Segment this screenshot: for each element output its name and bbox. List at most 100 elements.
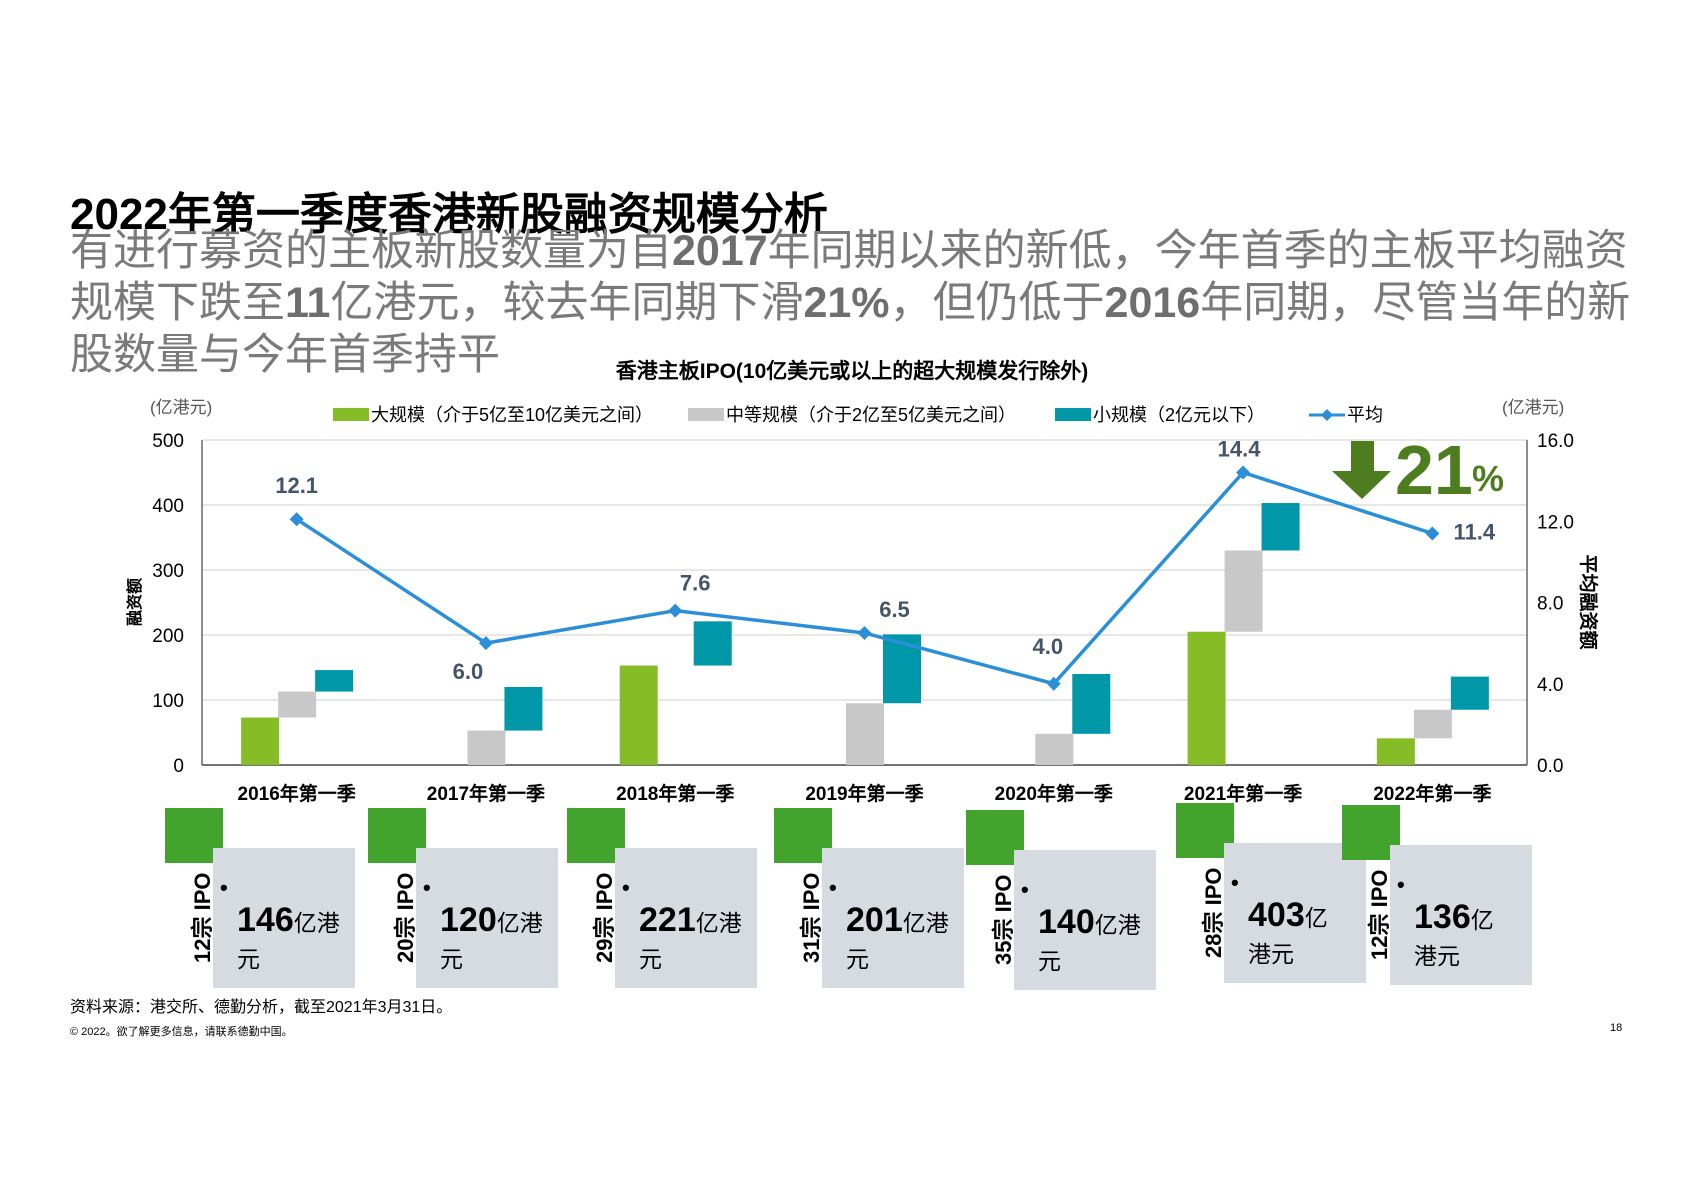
y-tick-label-1: 100 bbox=[152, 691, 184, 712]
average-point-6 bbox=[1425, 526, 1440, 541]
average-label-3: 6.5 bbox=[879, 597, 910, 622]
legend-swatch-1 bbox=[688, 408, 724, 421]
card-amount-unit-line2-5: 港元 bbox=[1248, 941, 1294, 967]
legend-swatch-0 bbox=[333, 408, 369, 421]
bar-0-5 bbox=[1187, 631, 1226, 765]
card-value-4: 140亿港 bbox=[1038, 904, 1141, 943]
bar-1-0 bbox=[278, 691, 317, 718]
bar-2-2 bbox=[693, 621, 732, 666]
x-tick-label-2: 2018年第一季 bbox=[616, 782, 734, 805]
bar-2-5 bbox=[1261, 503, 1300, 551]
legend-swatch-2 bbox=[1055, 408, 1091, 421]
card-box-4 bbox=[1014, 850, 1156, 990]
bar-1-4 bbox=[1035, 733, 1074, 765]
card-box-6 bbox=[1390, 845, 1532, 985]
card-amount-6: 136 bbox=[1414, 898, 1471, 936]
subtitle-part-6: ，但仍低于 bbox=[889, 279, 1105, 327]
subtitle-part-7: 2016 bbox=[1104, 279, 1201, 327]
bar-0-6 bbox=[1376, 738, 1415, 765]
average-label-1: 6.0 bbox=[453, 659, 484, 684]
bar-1-5 bbox=[1224, 550, 1263, 632]
card-ipo-count-0: 12宗 IPO bbox=[190, 872, 215, 963]
card-value-0: 146亿港 bbox=[237, 902, 340, 941]
card-amount-unit-line2-1: 元 bbox=[440, 946, 463, 972]
card-amount-2: 221 bbox=[639, 901, 696, 939]
card-box-3 bbox=[822, 848, 964, 988]
card-amount-3: 201 bbox=[846, 901, 903, 939]
subtitle-part-0: 有进行募资的主板新股数量为自 bbox=[70, 227, 672, 275]
card-ipo-count-3: 31宗 IPO bbox=[799, 872, 824, 963]
legend-label-0: 大规模（介于5亿至10亿美元之间） bbox=[371, 405, 653, 425]
chart-title: 香港主板IPO(10亿美元或以上的超大规模发行除外) bbox=[616, 359, 1089, 383]
average-label-5: 14.4 bbox=[1218, 437, 1262, 462]
y2-tick-label-3: 12.0 bbox=[1537, 512, 1574, 533]
average-point-2 bbox=[668, 603, 683, 618]
card-amount-unit-line2-4: 元 bbox=[1038, 948, 1061, 974]
bar-0-0 bbox=[241, 717, 280, 765]
y-tick-label-2: 200 bbox=[152, 626, 184, 647]
subtitle-part-5: 21% bbox=[803, 279, 890, 327]
x-tick-label-6: 2022年第一季 bbox=[1373, 782, 1491, 805]
card-amount-unit-3: 亿港 bbox=[902, 910, 949, 936]
card-ipo-count-1: 20宗 IPO bbox=[393, 872, 418, 963]
card-amount-1: 120 bbox=[440, 901, 497, 939]
y2-tick-label-1: 4.0 bbox=[1537, 675, 1563, 696]
x-tick-label-5: 2021年第一季 bbox=[1184, 782, 1302, 805]
card-bullet-4: • bbox=[1021, 877, 1029, 902]
card-value-6: 136亿 bbox=[1414, 899, 1494, 938]
card-ipo-count-5: 28宗 IPO bbox=[1201, 867, 1226, 958]
card-bullet-5: • bbox=[1231, 870, 1239, 895]
bar-1-3 bbox=[846, 703, 884, 765]
callout-unit: % bbox=[1472, 458, 1504, 499]
y2-axis-title: 平均融资额 bbox=[1577, 554, 1600, 649]
card-amount-unit-line2-0: 元 bbox=[237, 946, 260, 972]
subtitle-part-4: 亿港元，较去年同期下滑 bbox=[330, 279, 804, 327]
average-label-0: 12.1 bbox=[275, 473, 318, 498]
card-box-1 bbox=[416, 848, 558, 988]
card-value-2: 221亿港 bbox=[639, 902, 742, 941]
card-amount-unit-5: 亿 bbox=[1304, 905, 1328, 931]
card-amount-unit-line2-2: 元 bbox=[639, 946, 662, 972]
card-bullet-3: • bbox=[829, 875, 837, 900]
card-box-5 bbox=[1224, 843, 1366, 983]
bar-0-2 bbox=[619, 665, 658, 765]
subtitle-part-3: 11 bbox=[285, 279, 331, 327]
card-box-0 bbox=[213, 848, 355, 988]
y2-tick-label-2: 8.0 bbox=[1537, 594, 1563, 615]
bar-2-0 bbox=[315, 670, 354, 692]
y-tick-label-3: 300 bbox=[152, 561, 184, 582]
x-tick-label-1: 2017年第一季 bbox=[427, 782, 545, 805]
left-axis-unit: (亿港元) bbox=[150, 398, 212, 417]
y-tick-label-0: 0 bbox=[173, 756, 184, 777]
bar-1-6 bbox=[1413, 709, 1452, 739]
card-amount-unit-line2-6: 港元 bbox=[1414, 943, 1460, 969]
card-amount-5: 403 bbox=[1248, 896, 1305, 934]
callout-value: 21 bbox=[1395, 431, 1473, 509]
average-point-1 bbox=[478, 636, 493, 651]
y-axis-title: 融资额 bbox=[125, 578, 144, 626]
card-bullet-0: • bbox=[220, 875, 228, 900]
copyright-notice: © 2022。欲了解更多信息，请联系德勤中国。 bbox=[70, 1026, 293, 1038]
card-value-3: 201亿港 bbox=[846, 902, 949, 941]
callout-down-arrow bbox=[1332, 441, 1391, 499]
card-amount-unit-0: 亿港 bbox=[293, 910, 340, 936]
page-number: 18 bbox=[1610, 1022, 1623, 1034]
average-point-0 bbox=[289, 512, 304, 527]
card-amount-unit-2: 亿港 bbox=[695, 910, 742, 936]
card-bullet-1: • bbox=[423, 875, 431, 900]
card-amount-unit-6: 亿 bbox=[1470, 907, 1494, 933]
y-tick-label-4: 400 bbox=[152, 496, 184, 517]
x-tick-label-3: 2019年第一季 bbox=[805, 782, 923, 805]
average-label-2: 7.6 bbox=[680, 571, 711, 596]
y2-tick-label-4: 16.0 bbox=[1537, 431, 1574, 452]
bar-1-1 bbox=[467, 730, 506, 765]
page-subtitle: 有进行募资的主板新股数量为自2017年同期以来的新低，今年首季的主板平均融资规模… bbox=[70, 225, 1650, 381]
legend-label-2: 小规模（2亿元以下） bbox=[1093, 405, 1265, 425]
y-tick-label-5: 500 bbox=[152, 431, 184, 452]
card-bullet-6: • bbox=[1397, 872, 1405, 897]
legend-label-average: 平均 bbox=[1347, 405, 1383, 425]
card-amount-unit-1: 亿港 bbox=[496, 910, 543, 936]
card-ipo-count-6: 12宗 IPO bbox=[1367, 869, 1392, 960]
card-box-2 bbox=[615, 848, 757, 988]
